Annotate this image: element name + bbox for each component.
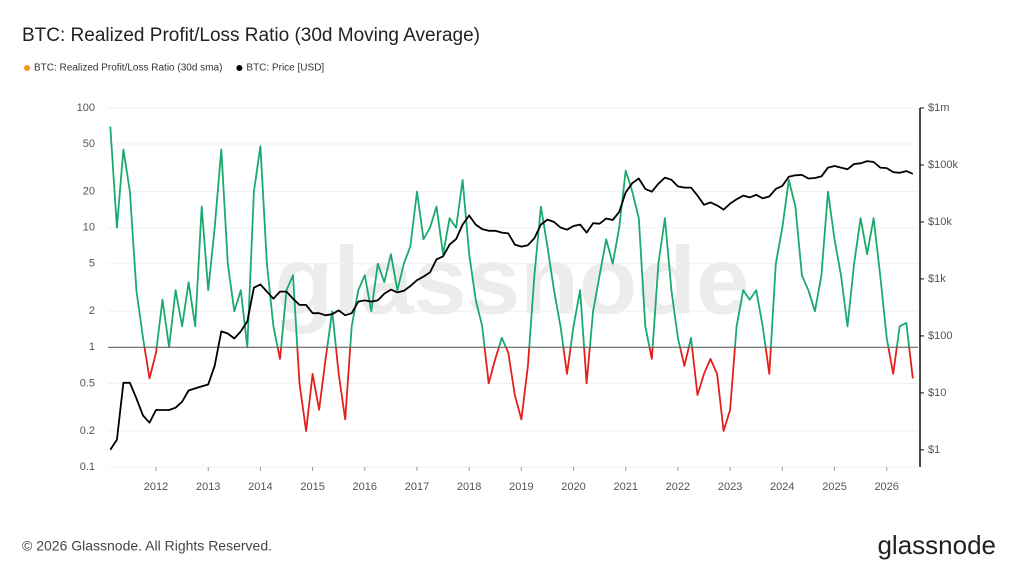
y2-tick-label: $10k bbox=[928, 216, 952, 228]
x-tick-label: 2021 bbox=[613, 481, 637, 493]
x-tick-label: 2018 bbox=[457, 481, 481, 493]
x-tick-label: 2019 bbox=[509, 481, 533, 493]
y-tick-label: 20 bbox=[83, 186, 95, 198]
x-tick-label: 2014 bbox=[248, 481, 272, 493]
price-line bbox=[109, 160, 914, 451]
ratio-line bbox=[109, 126, 914, 432]
x-tick-label: 2013 bbox=[196, 481, 220, 493]
y-tick-label: 50 bbox=[83, 138, 95, 150]
y-tick-label: 0.1 bbox=[80, 461, 95, 473]
legend-marker bbox=[24, 65, 30, 71]
chart-title: BTC: Realized Profit/Loss Ratio (30d Mov… bbox=[22, 25, 480, 46]
y-tick-label: 100 bbox=[77, 102, 95, 114]
y-tick-label: 1 bbox=[89, 341, 95, 353]
x-tick-label: 2015 bbox=[300, 481, 324, 493]
y2-tick-label: $100k bbox=[928, 159, 958, 171]
y2-tick-label: $1k bbox=[928, 273, 946, 285]
y2-tick-label: $1m bbox=[928, 102, 949, 114]
x-tick-label: 2012 bbox=[144, 481, 168, 493]
x-tick-label: 2022 bbox=[666, 481, 690, 493]
x-tick-label: 2024 bbox=[770, 481, 794, 493]
x-tick-label: 2016 bbox=[353, 481, 377, 493]
y-tick-label: 10 bbox=[83, 222, 95, 234]
y-tick-label: 0.2 bbox=[80, 425, 95, 437]
y2-tick-label: $1 bbox=[928, 444, 940, 456]
x-tick-label: 2017 bbox=[405, 481, 429, 493]
y-tick-label: 5 bbox=[89, 258, 95, 270]
y2-tick-label: $100 bbox=[928, 330, 952, 342]
watermark: glassnode bbox=[275, 227, 750, 334]
footer: © 2026 Glassnode. All Rights Reserved. bbox=[22, 538, 272, 554]
y-tick-label: 2 bbox=[89, 305, 95, 317]
brand: glassnode bbox=[877, 530, 996, 560]
x-tick-label: 2023 bbox=[718, 481, 742, 493]
legend-label: BTC: Realized Profit/Loss Ratio (30d sma… bbox=[34, 63, 222, 74]
legend-label: BTC: Price [USD] bbox=[246, 63, 324, 74]
y2-tick-label: $10 bbox=[928, 387, 946, 399]
x-tick-label: 2025 bbox=[822, 481, 846, 493]
x-tick-label: 2026 bbox=[874, 481, 898, 493]
y-tick-label: 0.5 bbox=[80, 377, 95, 389]
legend-marker bbox=[236, 65, 243, 71]
x-tick-label: 2020 bbox=[561, 481, 585, 493]
